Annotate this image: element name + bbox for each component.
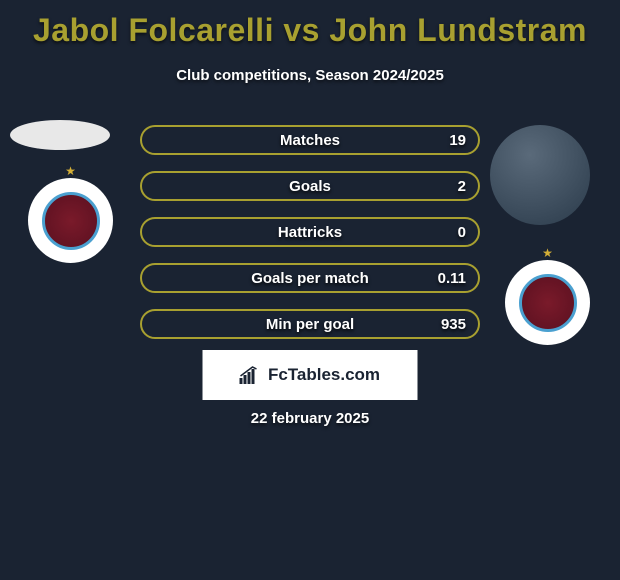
club-badge-left: ★ (28, 178, 113, 263)
stat-label: Hattricks (142, 224, 478, 241)
stats-container: Matches 19 Goals 2 Hattricks 0 Goals per… (140, 125, 480, 355)
subtitle: Club competitions, Season 2024/2025 (0, 67, 620, 84)
star-icon: ★ (542, 246, 553, 260)
stat-row-matches: Matches 19 (140, 125, 480, 155)
player-right-avatar (490, 125, 590, 225)
stat-value: 2 (458, 178, 466, 195)
date-text: 22 february 2025 (0, 410, 620, 427)
stat-row-hattricks: Hattricks 0 (140, 217, 480, 247)
stat-row-goals-per-match: Goals per match 0.11 (140, 263, 480, 293)
page-title: Jabol Folcarelli vs John Lundstram (0, 0, 620, 49)
stat-label: Min per goal (142, 316, 478, 333)
star-icon: ★ (65, 164, 76, 178)
stat-value: 0.11 (438, 270, 466, 287)
brand-text: FcTables.com (268, 365, 380, 385)
brand-badge: FcTables.com (203, 350, 418, 400)
stat-value: 935 (441, 316, 466, 333)
stat-row-goals: Goals 2 (140, 171, 480, 201)
chart-icon (240, 366, 262, 384)
stat-label: Goals per match (142, 270, 478, 287)
stat-value: 19 (449, 132, 466, 149)
stat-label: Matches (142, 132, 478, 149)
stat-value: 0 (458, 224, 466, 241)
player-left-avatar (10, 120, 110, 150)
club-badge-right: ★ (505, 260, 590, 345)
stat-row-min-per-goal: Min per goal 935 (140, 309, 480, 339)
stat-label: Goals (142, 178, 478, 195)
